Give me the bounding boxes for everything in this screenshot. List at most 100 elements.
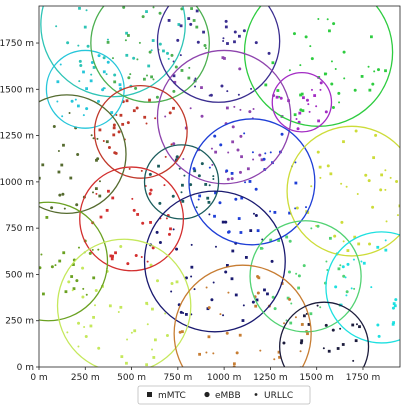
user-point <box>344 276 347 279</box>
y-tick-label: 0 m <box>17 363 34 373</box>
user-point <box>75 203 79 207</box>
cell-circle <box>143 190 286 333</box>
user-point <box>301 109 305 113</box>
user-point <box>355 323 358 326</box>
user-point <box>302 314 306 318</box>
user-point <box>325 0 328 1</box>
user-point <box>150 3 153 6</box>
user-point <box>288 0 291 2</box>
user-point <box>345 294 348 297</box>
user-point <box>345 290 349 294</box>
user-point <box>152 6 155 9</box>
legend-box <box>137 385 311 405</box>
user-point <box>307 323 311 326</box>
user-point <box>130 331 133 334</box>
user-point <box>132 56 136 60</box>
user-point <box>213 214 216 218</box>
user-point <box>94 288 98 292</box>
user-point <box>110 111 114 114</box>
user-point <box>259 246 263 250</box>
user-point <box>252 158 255 161</box>
user-point <box>189 22 193 26</box>
user-point <box>345 185 348 188</box>
user-point <box>286 296 290 300</box>
user-point <box>151 246 155 250</box>
user-point <box>134 86 138 90</box>
user-point <box>121 122 125 126</box>
user-point <box>297 286 301 290</box>
user-point <box>367 179 371 183</box>
user-point <box>181 199 185 203</box>
user-point <box>66 331 69 334</box>
user-point <box>313 94 317 97</box>
user-point <box>305 312 308 315</box>
user-point <box>342 50 346 54</box>
user-point <box>226 42 229 45</box>
user-point <box>83 25 87 29</box>
user-point <box>163 184 166 187</box>
user-point <box>39 176 41 180</box>
cell-circle <box>279 301 370 367</box>
user-point <box>157 164 160 168</box>
user-point <box>194 85 197 88</box>
x-tick-label: 750 m <box>163 373 192 383</box>
user-point <box>105 140 109 144</box>
user-point <box>331 105 335 109</box>
user-point <box>142 77 146 81</box>
user-point <box>200 86 203 89</box>
user-point <box>293 113 297 117</box>
user-point <box>261 247 264 250</box>
user-point <box>318 165 322 169</box>
user-point <box>337 91 341 95</box>
y-tick-label: 1250 m <box>0 132 34 142</box>
x-tick-label: 0 m <box>30 373 47 383</box>
user-point <box>187 17 191 20</box>
user-point <box>371 82 375 86</box>
user-point <box>259 349 262 352</box>
user-point <box>92 276 96 280</box>
user-point <box>115 113 118 116</box>
user-point <box>189 183 193 187</box>
user-point <box>292 32 296 36</box>
user-point <box>81 3 84 6</box>
user-point <box>300 92 304 96</box>
user-point <box>329 172 333 176</box>
user-point <box>184 126 188 130</box>
user-point <box>126 262 130 266</box>
user-point <box>282 341 286 345</box>
user-point <box>88 251 92 255</box>
user-point <box>207 335 211 339</box>
user-point <box>269 238 273 242</box>
x-tick-label: 1000 m <box>207 373 242 383</box>
user-point <box>72 263 75 266</box>
user-point <box>62 251 66 255</box>
user-point <box>310 185 313 188</box>
user-point <box>72 287 76 291</box>
user-point <box>22 291 24 293</box>
user-point <box>181 183 184 187</box>
user-point <box>77 246 80 249</box>
user-point <box>353 88 357 92</box>
user-point <box>149 263 153 267</box>
user-point <box>126 121 130 125</box>
legend-marker-urllc <box>254 393 258 396</box>
user-point <box>238 67 242 71</box>
user-point <box>193 288 196 291</box>
legend-label-embb: eMBB <box>215 391 241 401</box>
user-point <box>200 114 204 118</box>
user-point <box>90 73 93 76</box>
user-point <box>295 117 298 120</box>
user-point <box>145 301 149 305</box>
user-point <box>304 35 308 39</box>
user-point <box>112 126 116 130</box>
user-point <box>325 72 328 75</box>
user-point <box>89 79 93 83</box>
legend-marker-embb <box>204 391 210 398</box>
user-point <box>242 29 246 33</box>
user-point <box>172 60 175 63</box>
user-point <box>76 104 80 108</box>
user-point <box>358 325 361 329</box>
user-point <box>77 321 81 325</box>
user-point <box>113 73 117 77</box>
user-point <box>354 129 358 133</box>
